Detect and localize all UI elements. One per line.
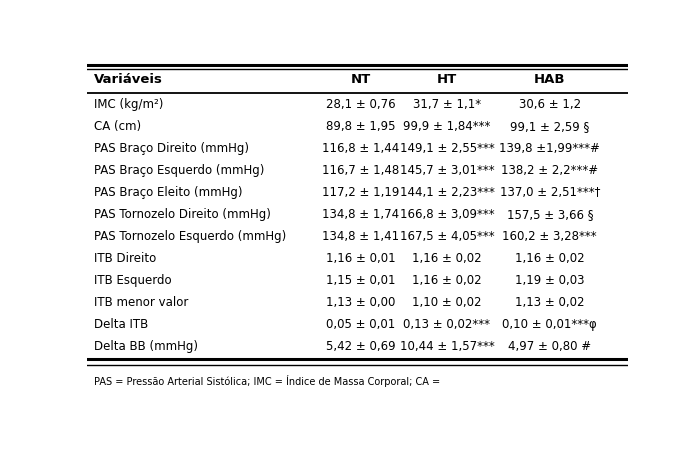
Text: ITB Direito: ITB Direito xyxy=(94,252,156,265)
Text: 0,13 ± 0,02***: 0,13 ± 0,02*** xyxy=(403,318,491,331)
Text: 1,16 ± 0,02: 1,16 ± 0,02 xyxy=(413,274,482,287)
Text: 137,0 ± 2,51***†: 137,0 ± 2,51***† xyxy=(500,186,600,199)
Text: PAS Braço Eleito (mmHg): PAS Braço Eleito (mmHg) xyxy=(94,186,242,199)
Text: 117,2 ± 1,19: 117,2 ± 1,19 xyxy=(322,186,399,199)
Text: 157,5 ± 3,66 §: 157,5 ± 3,66 § xyxy=(507,208,593,221)
Text: 167,5 ± 4,05***: 167,5 ± 4,05*** xyxy=(400,230,494,243)
Text: 134,8 ± 1,74: 134,8 ± 1,74 xyxy=(322,208,399,221)
Text: 30,6 ± 1,2: 30,6 ± 1,2 xyxy=(519,98,581,111)
Text: HAB: HAB xyxy=(534,72,565,86)
Text: 149,1 ± 2,55***: 149,1 ± 2,55*** xyxy=(400,142,494,155)
Text: PAS Tornozelo Esquerdo (mmHg): PAS Tornozelo Esquerdo (mmHg) xyxy=(94,230,286,243)
Text: PAS Braço Direito (mmHg): PAS Braço Direito (mmHg) xyxy=(94,142,248,155)
Text: 1,15 ± 0,01: 1,15 ± 0,01 xyxy=(326,274,395,287)
Text: 138,2 ± 2,2***#: 138,2 ± 2,2***# xyxy=(501,164,598,177)
Text: 1,13 ± 0,02: 1,13 ± 0,02 xyxy=(515,296,584,308)
Text: Delta BB (mmHg): Delta BB (mmHg) xyxy=(94,340,198,352)
Text: PAS Tornozelo Direito (mmHg): PAS Tornozelo Direito (mmHg) xyxy=(94,208,271,221)
Text: 1,10 ± 0,02: 1,10 ± 0,02 xyxy=(413,296,482,308)
Text: ITB menor valor: ITB menor valor xyxy=(94,296,188,308)
Text: PAS Braço Esquerdo (mmHg): PAS Braço Esquerdo (mmHg) xyxy=(94,164,264,177)
Text: 134,8 ± 1,41: 134,8 ± 1,41 xyxy=(322,230,399,243)
Text: 89,8 ± 1,95: 89,8 ± 1,95 xyxy=(326,120,395,133)
Text: 116,8 ± 1,44: 116,8 ± 1,44 xyxy=(322,142,399,155)
Text: 139,8 ±1,99***#: 139,8 ±1,99***# xyxy=(499,142,600,155)
Text: 0,05 ± 0,01: 0,05 ± 0,01 xyxy=(326,318,395,331)
Text: 116,7 ± 1,48: 116,7 ± 1,48 xyxy=(322,164,399,177)
Text: 1,16 ± 0,02: 1,16 ± 0,02 xyxy=(413,252,482,265)
Text: 28,1 ± 0,76: 28,1 ± 0,76 xyxy=(326,98,395,111)
Text: 31,7 ± 1,1*: 31,7 ± 1,1* xyxy=(413,98,481,111)
Text: 4,97 ± 0,80 #: 4,97 ± 0,80 # xyxy=(508,340,591,352)
Text: 1,16 ± 0,02: 1,16 ± 0,02 xyxy=(515,252,584,265)
Text: 0,10 ± 0,01***φ: 0,10 ± 0,01***φ xyxy=(503,318,597,331)
Text: Delta ITB: Delta ITB xyxy=(94,318,148,331)
Text: ITB Esquerdo: ITB Esquerdo xyxy=(94,274,172,287)
Text: 166,8 ± 3,09***: 166,8 ± 3,09*** xyxy=(400,208,494,221)
Text: Variáveis: Variáveis xyxy=(94,72,163,86)
Text: 1,13 ± 0,00: 1,13 ± 0,00 xyxy=(326,296,395,308)
Text: HT: HT xyxy=(437,72,457,86)
Text: 10,44 ± 1,57***: 10,44 ± 1,57*** xyxy=(400,340,494,352)
Text: 1,16 ± 0,01: 1,16 ± 0,01 xyxy=(326,252,395,265)
Text: PAS = Pressão Arterial Sistólica; IMC = Índice de Massa Corporal; CA =: PAS = Pressão Arterial Sistólica; IMC = … xyxy=(94,375,440,387)
Text: 99,9 ± 1,84***: 99,9 ± 1,84*** xyxy=(403,120,491,133)
Text: NT: NT xyxy=(350,72,371,86)
Text: IMC (kg/m²): IMC (kg/m²) xyxy=(94,98,163,111)
Text: 5,42 ± 0,69: 5,42 ± 0,69 xyxy=(326,340,395,352)
Text: 1,19 ± 0,03: 1,19 ± 0,03 xyxy=(515,274,584,287)
Text: 160,2 ± 3,28***: 160,2 ± 3,28*** xyxy=(503,230,597,243)
Text: 145,7 ± 3,01***: 145,7 ± 3,01*** xyxy=(400,164,494,177)
Text: 99,1 ± 2,59 §: 99,1 ± 2,59 § xyxy=(510,120,589,133)
Text: 144,1 ± 2,23***: 144,1 ± 2,23*** xyxy=(399,186,494,199)
Text: CA (cm): CA (cm) xyxy=(94,120,141,133)
